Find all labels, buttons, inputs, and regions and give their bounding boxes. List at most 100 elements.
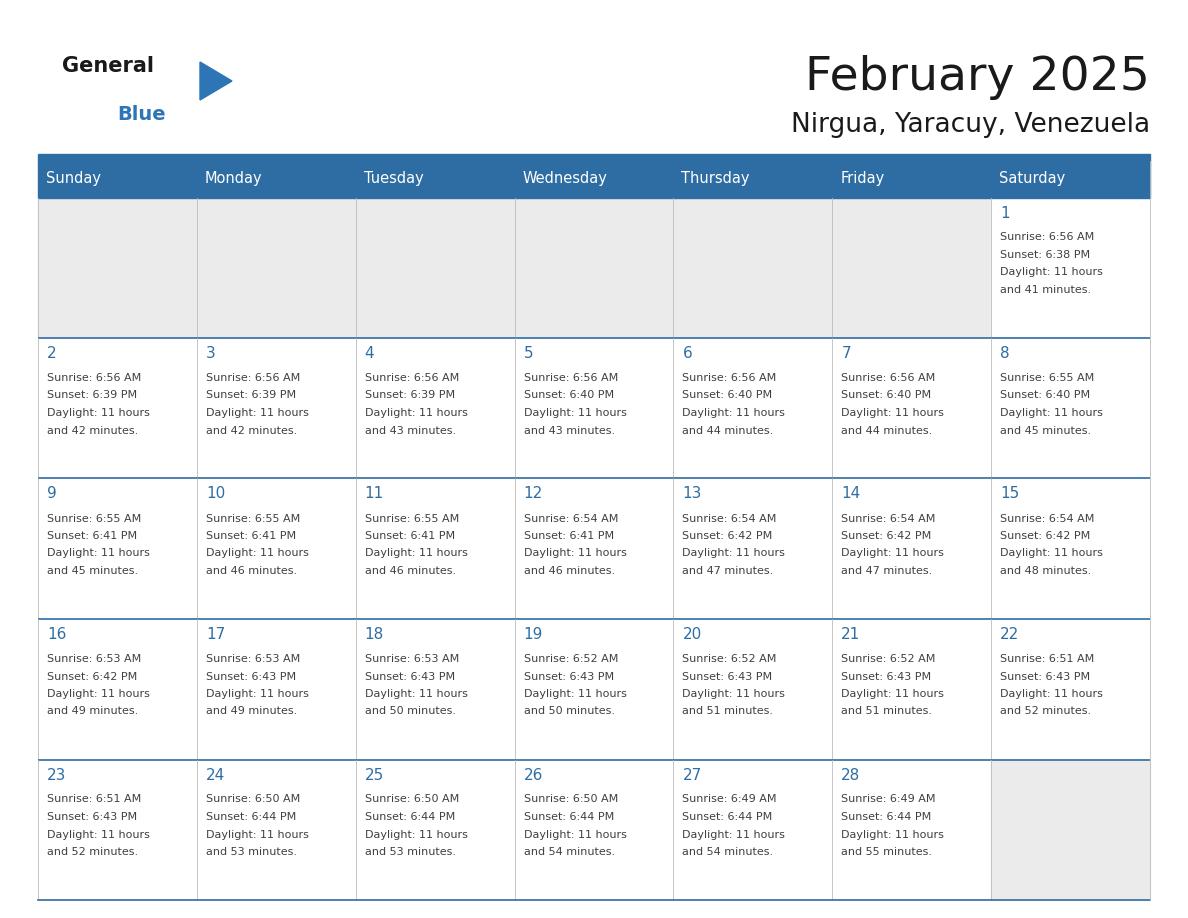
Bar (991, 478, 1150, 619)
Text: Sunrise: 6:50 AM: Sunrise: 6:50 AM (524, 794, 618, 804)
Text: Sunrise: 6:55 AM: Sunrise: 6:55 AM (1000, 373, 1094, 383)
Bar (833, 619, 991, 759)
Text: and 55 minutes.: and 55 minutes. (841, 847, 933, 857)
Text: Daylight: 11 hours: Daylight: 11 hours (841, 830, 944, 839)
Text: Sunrise: 6:50 AM: Sunrise: 6:50 AM (206, 794, 301, 804)
Text: 2: 2 (48, 346, 57, 361)
Bar (514, 759, 674, 900)
Text: and 47 minutes.: and 47 minutes. (841, 566, 933, 576)
Text: Sunrise: 6:56 AM: Sunrise: 6:56 AM (206, 373, 301, 383)
Bar (674, 160, 833, 197)
Text: Sunday: Sunday (46, 171, 101, 186)
Text: 1: 1 (1000, 206, 1010, 220)
Bar (197, 338, 355, 478)
Text: Sunrise: 6:55 AM: Sunrise: 6:55 AM (206, 513, 301, 523)
Text: Tuesday: Tuesday (364, 171, 423, 186)
Bar (38, 160, 197, 197)
Bar (197, 197, 355, 338)
Text: and 52 minutes.: and 52 minutes. (1000, 707, 1092, 717)
Bar (991, 759, 1150, 900)
Text: 19: 19 (524, 627, 543, 642)
Text: Sunset: 6:41 PM: Sunset: 6:41 PM (206, 531, 296, 541)
Text: Sunset: 6:42 PM: Sunset: 6:42 PM (682, 531, 772, 541)
Text: Daylight: 11 hours: Daylight: 11 hours (365, 830, 468, 839)
Text: and 45 minutes.: and 45 minutes. (1000, 426, 1092, 435)
Text: 25: 25 (365, 767, 384, 782)
Text: Blue: Blue (116, 105, 165, 124)
Text: Nirgua, Yaracuy, Venezuela: Nirgua, Yaracuy, Venezuela (791, 112, 1150, 138)
Text: Thursday: Thursday (682, 171, 750, 186)
Bar (833, 338, 991, 478)
Text: and 50 minutes.: and 50 minutes. (524, 707, 614, 717)
Text: Sunrise: 6:53 AM: Sunrise: 6:53 AM (365, 654, 459, 664)
Text: Sunset: 6:44 PM: Sunset: 6:44 PM (365, 812, 455, 822)
Text: and 43 minutes.: and 43 minutes. (524, 426, 614, 435)
Text: 23: 23 (48, 767, 67, 782)
Text: Sunset: 6:39 PM: Sunset: 6:39 PM (48, 390, 137, 400)
Bar (38, 338, 197, 478)
Text: Sunrise: 6:55 AM: Sunrise: 6:55 AM (365, 513, 459, 523)
Text: 13: 13 (682, 487, 702, 501)
Text: Sunset: 6:44 PM: Sunset: 6:44 PM (206, 812, 296, 822)
Text: Sunrise: 6:56 AM: Sunrise: 6:56 AM (682, 373, 777, 383)
Text: and 49 minutes.: and 49 minutes. (48, 707, 138, 717)
Text: and 44 minutes.: and 44 minutes. (841, 426, 933, 435)
Text: 9: 9 (48, 487, 57, 501)
Bar (38, 619, 197, 759)
Text: Sunset: 6:44 PM: Sunset: 6:44 PM (841, 812, 931, 822)
Text: Daylight: 11 hours: Daylight: 11 hours (682, 689, 785, 699)
Text: Daylight: 11 hours: Daylight: 11 hours (48, 689, 150, 699)
Text: Sunrise: 6:56 AM: Sunrise: 6:56 AM (841, 373, 935, 383)
Text: Daylight: 11 hours: Daylight: 11 hours (206, 548, 309, 558)
Bar (514, 160, 674, 197)
Text: Sunrise: 6:56 AM: Sunrise: 6:56 AM (1000, 232, 1094, 242)
Text: Daylight: 11 hours: Daylight: 11 hours (1000, 548, 1102, 558)
Text: and 46 minutes.: and 46 minutes. (206, 566, 297, 576)
Text: Daylight: 11 hours: Daylight: 11 hours (524, 548, 626, 558)
Bar (355, 197, 514, 338)
Text: and 50 minutes.: and 50 minutes. (365, 707, 456, 717)
Text: and 54 minutes.: and 54 minutes. (682, 847, 773, 857)
Text: and 49 minutes.: and 49 minutes. (206, 707, 297, 717)
Text: 27: 27 (682, 767, 702, 782)
Text: Daylight: 11 hours: Daylight: 11 hours (682, 830, 785, 839)
Text: Sunset: 6:43 PM: Sunset: 6:43 PM (206, 671, 296, 681)
Bar (38, 478, 197, 619)
Text: Sunrise: 6:56 AM: Sunrise: 6:56 AM (365, 373, 459, 383)
Text: Daylight: 11 hours: Daylight: 11 hours (48, 548, 150, 558)
Bar (355, 338, 514, 478)
Text: and 53 minutes.: and 53 minutes. (365, 847, 456, 857)
Text: 10: 10 (206, 487, 225, 501)
Text: and 51 minutes.: and 51 minutes. (841, 707, 933, 717)
Text: 28: 28 (841, 767, 860, 782)
Text: and 44 minutes.: and 44 minutes. (682, 426, 773, 435)
Text: Sunset: 6:43 PM: Sunset: 6:43 PM (365, 671, 455, 681)
Text: 24: 24 (206, 767, 225, 782)
Text: Sunset: 6:40 PM: Sunset: 6:40 PM (524, 390, 614, 400)
Bar (833, 759, 991, 900)
Text: 12: 12 (524, 487, 543, 501)
Text: Daylight: 11 hours: Daylight: 11 hours (1000, 689, 1102, 699)
Text: Sunrise: 6:55 AM: Sunrise: 6:55 AM (48, 513, 141, 523)
Text: Daylight: 11 hours: Daylight: 11 hours (524, 830, 626, 839)
Text: 8: 8 (1000, 346, 1010, 361)
Text: Sunrise: 6:53 AM: Sunrise: 6:53 AM (48, 654, 141, 664)
Text: Saturday: Saturday (999, 171, 1066, 186)
Text: Sunset: 6:43 PM: Sunset: 6:43 PM (841, 671, 931, 681)
Bar (991, 619, 1150, 759)
Text: 20: 20 (682, 627, 702, 642)
Text: Sunset: 6:40 PM: Sunset: 6:40 PM (841, 390, 931, 400)
Text: Daylight: 11 hours: Daylight: 11 hours (206, 408, 309, 418)
Text: Daylight: 11 hours: Daylight: 11 hours (206, 830, 309, 839)
Text: Sunrise: 6:52 AM: Sunrise: 6:52 AM (841, 654, 936, 664)
Text: Sunrise: 6:52 AM: Sunrise: 6:52 AM (682, 654, 777, 664)
Text: and 53 minutes.: and 53 minutes. (206, 847, 297, 857)
Bar (674, 619, 833, 759)
Text: 6: 6 (682, 346, 693, 361)
Text: Sunset: 6:41 PM: Sunset: 6:41 PM (524, 531, 614, 541)
Text: Sunset: 6:43 PM: Sunset: 6:43 PM (1000, 671, 1091, 681)
Text: 15: 15 (1000, 487, 1019, 501)
Text: Daylight: 11 hours: Daylight: 11 hours (365, 689, 468, 699)
Bar (674, 478, 833, 619)
Bar (991, 197, 1150, 338)
